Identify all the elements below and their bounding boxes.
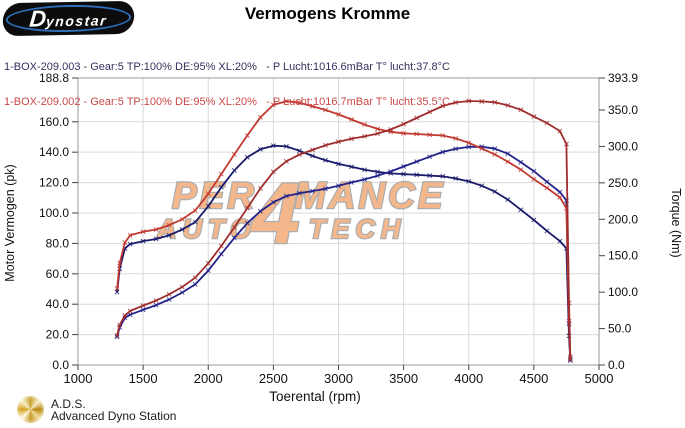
left-tick-label: 160.0 [39,115,69,129]
markers-1-BOX-209.002-power [114,98,573,360]
x-tick-label: 2500 [259,371,288,386]
x-tick-label: 5000 [585,371,614,386]
curve-1-BOX-209.002-power [116,100,572,357]
x-tick-label: 4500 [519,371,548,386]
markers-1-BOX-209.003-torque [114,143,573,364]
left-tick-label: 140.0 [39,145,69,159]
x-tick-label: 3000 [324,371,353,386]
left-tick-label: 100.0 [39,206,69,220]
right-tick-label: 393.9 [608,71,638,85]
ads-full-name: Advanced Dyno Station [51,409,177,423]
x-tick-label: 1500 [129,371,158,386]
left-tick-label: 188.8 [39,71,69,85]
x-tick-label: 3500 [389,371,418,386]
x-axis-title: Toerental (rpm) [269,389,361,404]
left-tick-label: 80.0 [46,236,70,250]
left-tick-label: 120.0 [39,176,69,190]
logo-wordmark: D ynostar [28,5,109,31]
logo-rest: ynostar [45,12,108,30]
legend-run-003: 1-BOX-209.003 - Gear:5 TP:100% DE:95% XL… [4,61,450,73]
right-tick-label: 200.0 [608,212,638,226]
right-axis-title: Torque (Nm) [669,188,683,257]
legend-run-002: 1-BOX-209.002 - Gear:5 TP:100% DE:95% XL… [4,95,450,108]
left-tick-label: 40.0 [46,297,70,311]
curve-1-BOX-209.003-power [116,145,572,359]
right-tick-label: 350.0 [608,103,638,117]
left-tick-label: 20.0 [46,328,70,342]
right-tick-label: 250.0 [608,176,638,190]
right-tick-label: 50.0 [608,322,632,336]
markers-1-BOX-209.002-torque [114,98,573,362]
right-tick-label: 150.0 [608,249,638,263]
right-tick-label: 0.0 [608,358,625,372]
curve-1-BOX-209.002-torque [116,100,572,360]
x-tick-label: 1000 [64,371,93,386]
left-axis-title: Motor Vermogen (pk) [3,164,17,281]
curve-1-BOX-209.003-torque [116,144,572,361]
run-legend: 1-BOX-209.003 - Gear:5 TP:100% DE:95% XL… [4,39,450,131]
dynostar-logo: D ynostar [1,0,136,37]
right-tick-label: 100.0 [608,285,638,299]
x-tick-label: 2000 [194,371,223,386]
page-title: Vermogens Kromme [244,4,411,23]
markers-1-BOX-209.003-power [114,144,573,362]
left-tick-label: 0.0 [52,358,69,372]
x-tick-label: 4000 [454,371,483,386]
left-tick-label: 60.0 [46,267,70,281]
ads-pinwheel-logo [17,396,44,423]
right-tick-label: 300.0 [608,139,638,153]
ads-abbreviation: A.D.S. [51,397,86,411]
